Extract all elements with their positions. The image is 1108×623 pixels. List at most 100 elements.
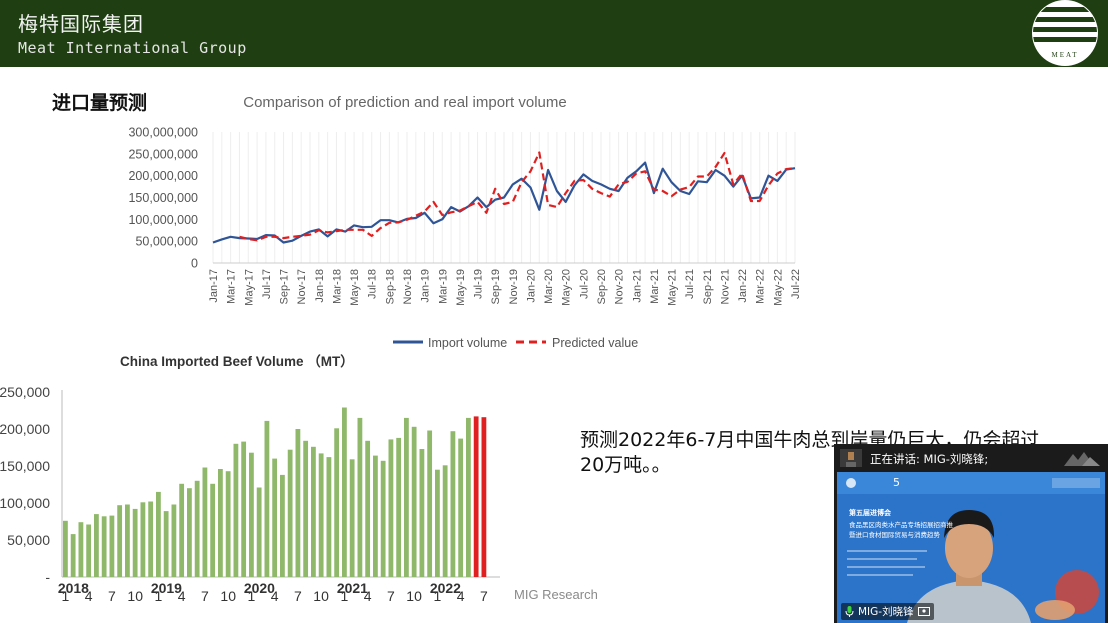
x-tick-label: Sep-21: [702, 269, 714, 304]
volume-bar: [295, 429, 301, 577]
x-tick-label: May-21: [667, 269, 679, 306]
participant-name-tag: MIG-刘晓锋: [841, 603, 934, 620]
slide-line3: 暨进口食材国际贸易与消费趋势: [849, 531, 940, 539]
volume-bar: [202, 467, 208, 577]
volume-bar: [442, 465, 448, 577]
x-tick-label: Jul-18: [367, 269, 379, 299]
year-label: 2022: [430, 580, 461, 596]
volume-bar: [388, 439, 394, 577]
bar-chart-title: China Imported Beef Volume （MT）: [120, 354, 354, 369]
year-label: 2021: [337, 580, 368, 596]
x-tick-label: Sep-19: [490, 269, 502, 304]
participant-video[interactable]: 5 第五届进博会 食品黑区肉类水产品专场招展招商推 暨进口食材国际贸易与消费趋势: [837, 472, 1105, 623]
chart-legend: Import volume Predicted value: [393, 336, 638, 350]
y-tick-label: 250,000: [0, 384, 50, 400]
y-tick-label: 150,000: [0, 458, 50, 474]
month-tick-label: 1: [155, 588, 163, 604]
forecast-bar: [473, 416, 479, 577]
svg-text:MEAT: MEAT: [1051, 51, 1078, 59]
volume-bar: [365, 440, 371, 577]
volume-bar: [334, 428, 340, 577]
volume-bar: [63, 520, 68, 577]
month-tick-label: 1: [341, 588, 349, 604]
volume-bar: [179, 483, 185, 577]
x-tick-label: May-19: [455, 269, 467, 306]
volume-bar: [163, 511, 169, 577]
speaker-avatar-icon: [840, 449, 862, 467]
volume-bar: [241, 441, 247, 577]
y-tick-label: 150,000,000: [128, 191, 198, 205]
x-tick-label: May-20: [561, 269, 573, 306]
x-tick-label: May-17: [243, 269, 255, 306]
month-tick-label: 7: [201, 588, 209, 604]
volume-bar: [117, 505, 123, 577]
volume-bar: [311, 446, 316, 577]
mic-icon: [845, 606, 854, 617]
x-tick-label: May-18: [349, 269, 361, 306]
volume-bar: [435, 469, 440, 577]
x-tick-label: Mar-20: [543, 269, 555, 304]
speaking-indicator: 正在讲话: MIG-刘晓锋;: [834, 444, 1108, 472]
company-name-cn: 梅特国际集团: [18, 12, 144, 36]
month-tick-label: 7: [387, 588, 395, 604]
forecast-bar: [481, 417, 487, 577]
volume-bar: [427, 430, 433, 577]
month-tick-label: 4: [364, 588, 372, 604]
month-tick-label: 10: [406, 588, 422, 604]
volume-bar: [171, 504, 177, 577]
volume-bar: [101, 516, 107, 577]
volume-bar: [140, 502, 146, 577]
x-tick-label: Nov-21: [719, 269, 731, 304]
month-tick-label: 7: [294, 588, 302, 604]
comparison-line-chart: Comparison of prediction and real import…: [128, 94, 802, 350]
video-frame: 5: [837, 472, 1105, 623]
volume-bar: [148, 501, 154, 577]
volume-bar: [458, 438, 464, 577]
month-tick-label: 4: [271, 588, 279, 604]
participant-name: MIG-刘晓锋: [858, 606, 914, 618]
volume-bar: [342, 407, 347, 577]
volume-bar: [287, 449, 293, 577]
volume-bar: [86, 524, 92, 577]
volume-bar: [318, 453, 324, 577]
slide-line1: 第五届进博会: [849, 509, 891, 517]
y-tick-label: 0: [191, 257, 198, 271]
month-tick-label: 10: [313, 588, 329, 604]
y-tick-label: -: [45, 569, 50, 585]
x-tick-label: Sep-18: [384, 269, 396, 304]
year-label: 2020: [244, 580, 275, 596]
x-tick-label: Mar-21: [649, 269, 661, 304]
page-title: 进口量预测: [52, 92, 148, 114]
source-label: MIG Research: [514, 587, 598, 602]
volume-bar: [187, 488, 192, 577]
volume-bar: [411, 426, 417, 577]
company-name-en: Meat International Group: [18, 39, 247, 57]
volume-bar: [357, 417, 363, 577]
volume-bar: [156, 491, 161, 577]
volume-bar: [264, 420, 270, 577]
chart-title: Comparison of prediction and real import…: [243, 94, 567, 111]
meeting-video-panel[interactable]: 正在讲话: MIG-刘晓锋; 5 第五届进博会 食品黑区肉类水产品专: [834, 444, 1108, 623]
volume-bar: [94, 514, 99, 577]
x-tick-label: Mar-17: [226, 269, 238, 304]
volume-bar: [256, 487, 262, 577]
volume-bar: [218, 469, 223, 577]
y-tick-label: 100,000,000: [128, 213, 198, 227]
x-tick-label: Sep-20: [596, 269, 608, 304]
screen-share-icon[interactable]: [917, 606, 930, 617]
month-tick-label: 7: [108, 588, 116, 604]
y-tick-label: 300,000,000: [128, 126, 198, 140]
month-tick-label: 1: [248, 588, 256, 604]
volume-bar: [225, 471, 231, 577]
volume-bar: [125, 504, 130, 577]
y-tick-label: 250,000,000: [128, 147, 198, 161]
y-tick-label: 50,000: [7, 532, 50, 548]
title-bar: 梅特国际集团 Meat International Group MEAT: [0, 0, 1108, 67]
x-tick-label: Nov-20: [614, 269, 626, 304]
slide-line2: 食品黑区肉类水产品专场招展招商推: [849, 521, 953, 529]
volume-bar: [326, 457, 332, 577]
x-tick-label: Nov-18: [402, 269, 414, 304]
month-tick-label: 4: [178, 588, 186, 604]
month-tick-label: 4: [85, 588, 93, 604]
